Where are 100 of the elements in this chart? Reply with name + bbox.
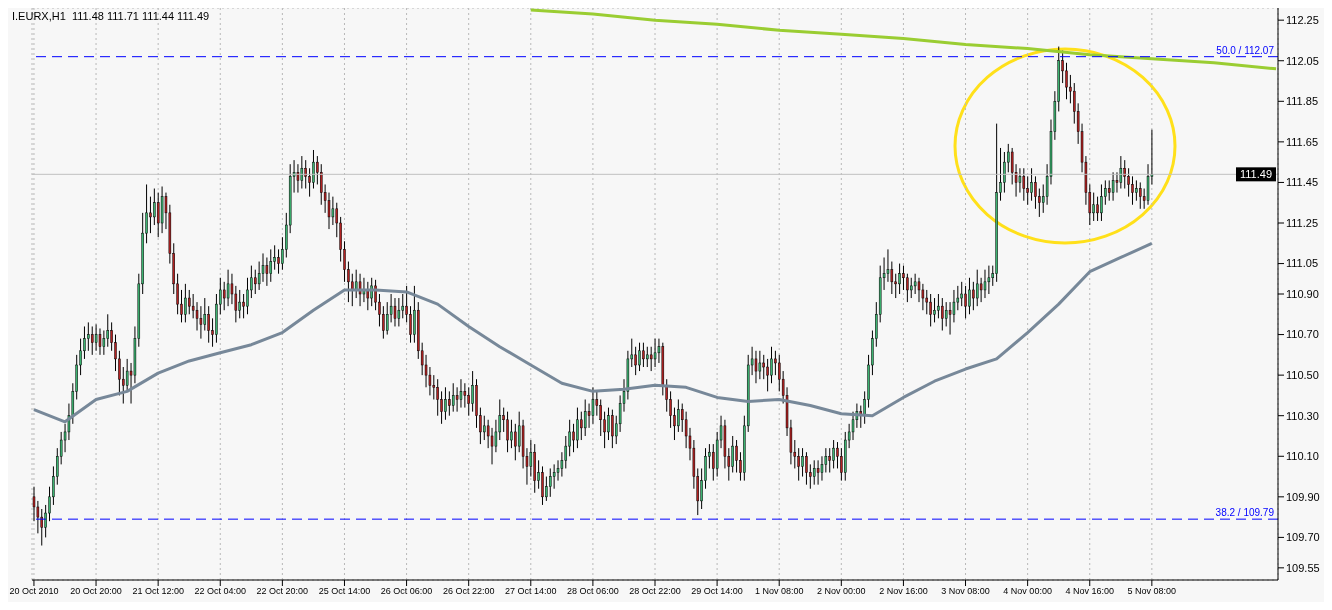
candlestick bbox=[812, 459, 816, 486]
candlestick bbox=[242, 293, 245, 319]
candlestick bbox=[634, 346, 637, 376]
candlestick bbox=[300, 155, 304, 190]
candlestick bbox=[665, 378, 668, 413]
candlestick bbox=[960, 281, 963, 307]
x-tick-label: 28 Oct 22:00 bbox=[629, 586, 681, 597]
candlestick bbox=[653, 338, 657, 368]
candlestick bbox=[269, 248, 273, 283]
candlestick bbox=[471, 370, 474, 413]
candlestick bbox=[238, 289, 241, 319]
candlestick bbox=[483, 415, 486, 441]
y-tick-label: 112.25 bbox=[1286, 14, 1319, 27]
y-tick-label: 111.45 bbox=[1286, 176, 1319, 189]
x-tick-label: 3 Nov 08:00 bbox=[941, 586, 990, 597]
candlestick bbox=[1139, 181, 1142, 210]
y-tick-label: 111.65 bbox=[1286, 135, 1319, 148]
candlestick bbox=[1119, 155, 1123, 190]
candlestick bbox=[90, 325, 94, 356]
ref-line-label: 111.49 bbox=[1239, 168, 1273, 181]
candlestick bbox=[436, 378, 439, 417]
candlestick bbox=[1107, 179, 1111, 202]
candlestick bbox=[576, 407, 579, 449]
candlestick bbox=[354, 269, 358, 299]
x-tick-label: 22 Oct 20:00 bbox=[256, 586, 309, 597]
candlestick bbox=[87, 321, 90, 352]
y-tick-label: 109.90 bbox=[1286, 490, 1320, 503]
candlestick bbox=[591, 386, 595, 425]
candlestick bbox=[393, 297, 397, 327]
candlestick bbox=[832, 439, 835, 469]
candlestick bbox=[312, 149, 315, 190]
candlestick bbox=[222, 281, 226, 311]
y-tick-label: 110.10 bbox=[1286, 450, 1319, 463]
candlestick bbox=[758, 350, 762, 380]
candlestick bbox=[1034, 175, 1037, 210]
line-series bbox=[32, 241, 1154, 424]
candlestick bbox=[226, 269, 230, 307]
candlestick bbox=[805, 451, 808, 486]
candlestick bbox=[277, 248, 280, 275]
candlestick bbox=[762, 354, 765, 380]
candlestick bbox=[964, 285, 967, 319]
x-tick-label: 26 Oct 06:00 bbox=[380, 586, 433, 597]
candlestick bbox=[331, 196, 335, 226]
x-tick-label: 2 Nov 16:00 bbox=[879, 586, 928, 597]
candlestick bbox=[894, 273, 897, 299]
x-tick-label: 2 Nov 00:00 bbox=[817, 586, 866, 597]
candlestick bbox=[510, 419, 513, 449]
y-tick-label: 112.05 bbox=[1286, 54, 1319, 67]
candlestick bbox=[816, 459, 820, 486]
candlestick bbox=[979, 277, 983, 303]
candlestick bbox=[153, 188, 156, 226]
candlestick bbox=[382, 305, 385, 340]
candlestick bbox=[1092, 192, 1095, 222]
candlestick bbox=[642, 342, 645, 368]
candlestick bbox=[199, 305, 203, 340]
y-tick-label: 110.30 bbox=[1286, 409, 1319, 422]
candlestick bbox=[801, 447, 804, 478]
candlestick bbox=[735, 439, 738, 473]
candlestick bbox=[975, 269, 979, 307]
candlestick bbox=[545, 476, 548, 502]
candlestick bbox=[549, 467, 552, 498]
candlestick bbox=[440, 390, 443, 425]
candlestick bbox=[296, 163, 300, 194]
candlestick bbox=[514, 423, 517, 461]
candlestick bbox=[207, 305, 210, 344]
candlestick bbox=[677, 398, 680, 433]
candlestick bbox=[1131, 175, 1134, 206]
candlestick bbox=[1111, 171, 1115, 202]
candlestick bbox=[1100, 183, 1103, 222]
x-tick-label: 25 Oct 14:00 bbox=[318, 586, 371, 597]
candlestick bbox=[98, 327, 102, 356]
candlestick bbox=[1026, 175, 1029, 206]
candlestick bbox=[156, 192, 160, 238]
candlestick bbox=[1022, 167, 1026, 202]
candlestick bbox=[797, 447, 800, 482]
x-tick-label: 20 Oct 20:00 bbox=[70, 586, 122, 597]
candlestick bbox=[941, 297, 944, 332]
y-tick-label: 109.55 bbox=[1286, 561, 1320, 574]
candlestick bbox=[906, 273, 909, 303]
candlestick bbox=[731, 435, 734, 473]
candlestick bbox=[273, 244, 276, 271]
candlestick bbox=[1123, 159, 1126, 190]
candlestick bbox=[366, 281, 370, 311]
candlestick bbox=[595, 390, 599, 417]
candlestick bbox=[1135, 179, 1138, 202]
y-tick-label: 109.70 bbox=[1286, 531, 1320, 544]
candlestick bbox=[362, 277, 366, 303]
candlestick bbox=[409, 305, 412, 344]
candlestick bbox=[599, 398, 602, 437]
candlestick bbox=[94, 323, 98, 352]
candlestick bbox=[568, 419, 571, 457]
candlestick bbox=[265, 256, 269, 287]
x-tick-label: 29 Oct 14:00 bbox=[691, 586, 743, 597]
candlestick bbox=[646, 346, 649, 368]
candlestick bbox=[987, 265, 991, 295]
candlestick bbox=[774, 350, 777, 376]
candlestick bbox=[358, 273, 362, 307]
candlestick bbox=[459, 378, 463, 409]
candlestick bbox=[397, 297, 401, 327]
candlestick bbox=[587, 403, 591, 429]
